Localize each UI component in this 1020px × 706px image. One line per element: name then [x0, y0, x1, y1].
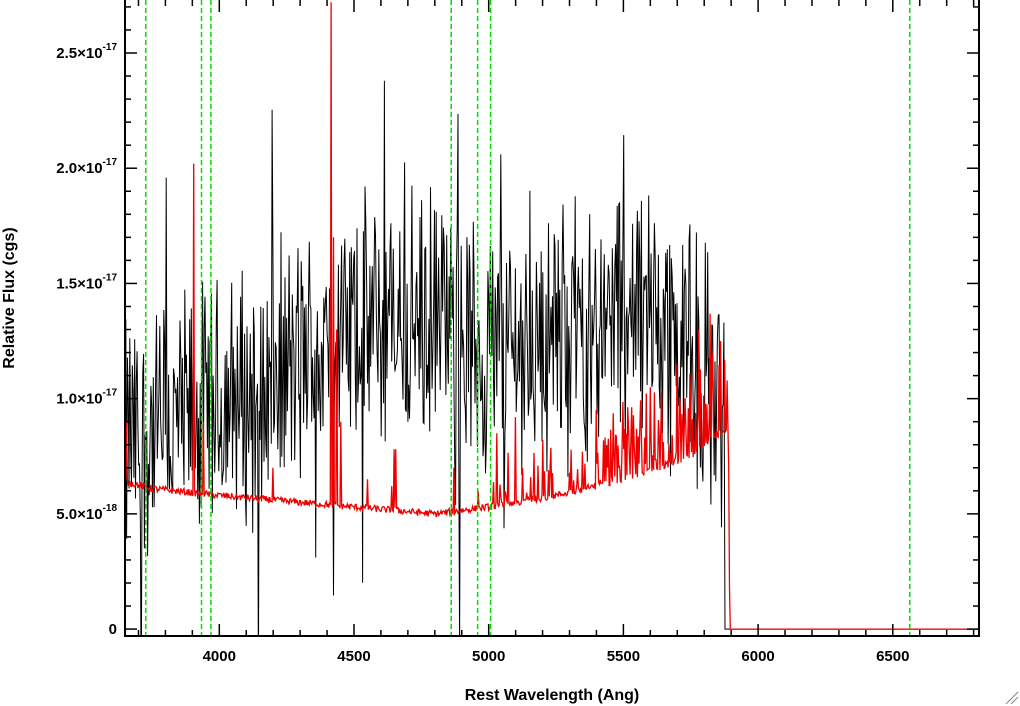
- resize-grip-icon[interactable]: [1005, 691, 1019, 705]
- x-tick-label: 4500: [337, 648, 370, 665]
- x-tick-label: 6500: [876, 648, 909, 665]
- y-tick-label: 5.0×10-18: [56, 503, 117, 523]
- plot-frame: [124, 0, 980, 637]
- y-tick-mantissa: 1.0×10: [56, 391, 102, 408]
- x-tick-label: 6000: [741, 648, 774, 665]
- x-tick-label: 4000: [203, 648, 236, 665]
- y-tick-exponent: -17: [103, 42, 118, 53]
- model-spectrum-line: [125, 2, 979, 630]
- y-tick-label: 2.5×10-17: [56, 42, 117, 62]
- y-tick-exponent: -17: [103, 272, 118, 283]
- x-tick-label: 5500: [607, 648, 640, 665]
- y-tick-mantissa: 1.5×10: [56, 275, 102, 292]
- y-tick-label: 1.0×10-17: [56, 388, 117, 408]
- y-tick-label: 1.5×10-17: [56, 272, 117, 292]
- y-axis-title: Relative Flux (cgs): [1, 227, 18, 368]
- axis-ticks: [125, 0, 979, 636]
- y-tick-mantissa: 5.0×10: [56, 506, 102, 523]
- observed-spectrum-line: [125, 80, 979, 636]
- y-tick-mantissa: 2.0×10: [56, 160, 102, 177]
- y-tick-exponent: -18: [103, 503, 118, 514]
- tick-labels: 4000 4500 5000 5500 6000 6500 0 5.0×10-18 1.0×10…: [56, 42, 909, 665]
- y-tick-label: 0: [109, 621, 117, 638]
- x-axis-title: Rest Wavelength (Ang): [465, 687, 640, 704]
- data-layer: [125, 0, 979, 636]
- y-tick-label: 2.0×10-17: [56, 157, 117, 177]
- y-tick-exponent: -17: [103, 157, 118, 168]
- y-tick-mantissa: 2.5×10: [56, 45, 102, 62]
- x-tick-label: 5000: [472, 648, 505, 665]
- y-tick-exponent: -17: [103, 388, 118, 399]
- y-tick-mantissa: 0: [109, 621, 117, 638]
